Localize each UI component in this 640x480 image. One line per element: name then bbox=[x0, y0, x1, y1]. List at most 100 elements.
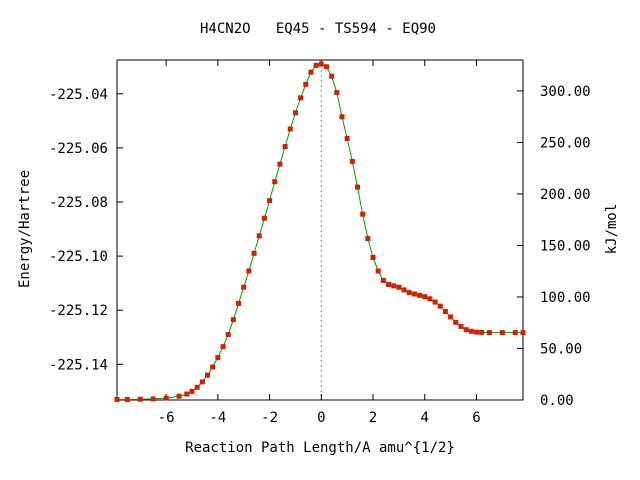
data-point bbox=[163, 395, 169, 401]
data-point bbox=[401, 287, 407, 293]
y2-tick-label: 100.00 bbox=[540, 290, 591, 306]
data-point bbox=[137, 396, 143, 402]
data-point bbox=[453, 319, 459, 325]
data-point bbox=[334, 89, 340, 95]
y2-tick-label: 200.00 bbox=[540, 187, 591, 203]
data-point bbox=[349, 158, 355, 164]
data-point bbox=[512, 330, 518, 336]
data-point bbox=[114, 396, 120, 402]
data-point bbox=[199, 379, 205, 385]
data-point bbox=[406, 290, 412, 296]
x-tick-label: 0 bbox=[317, 410, 325, 426]
data-point bbox=[473, 329, 479, 335]
data-point bbox=[396, 284, 402, 290]
data-point bbox=[282, 144, 288, 150]
y-tick-label: -225.12 bbox=[49, 303, 108, 319]
data-point bbox=[386, 282, 392, 287]
y-tick-label: -225.14 bbox=[49, 357, 108, 373]
data-point bbox=[277, 161, 283, 167]
energy-profile-points bbox=[114, 61, 526, 402]
x-axis-ticks: -6 -4 -2 0 2 4 6 bbox=[158, 60, 481, 426]
data-point bbox=[329, 73, 335, 79]
data-point bbox=[370, 254, 376, 260]
data-point bbox=[256, 233, 262, 239]
data-point bbox=[380, 277, 386, 283]
y-tick-label: -225.04 bbox=[49, 87, 108, 103]
data-point bbox=[251, 250, 257, 256]
y2-tick-label: 150.00 bbox=[540, 238, 591, 254]
data-point bbox=[448, 314, 454, 320]
x-tick-label: -2 bbox=[261, 410, 278, 426]
data-point bbox=[261, 215, 267, 221]
data-point bbox=[246, 268, 252, 274]
x-axis-label: Reaction Path Length/A amu^{1/2} bbox=[185, 440, 455, 456]
data-point bbox=[298, 95, 304, 101]
data-point bbox=[292, 110, 298, 116]
data-point bbox=[308, 69, 314, 75]
data-point bbox=[313, 62, 319, 68]
y-axis-ticks: -225.14 -225.12 -225.10 -225.08 -225.06 -225.… bbox=[49, 87, 123, 373]
y2-tick-label: 250.00 bbox=[540, 135, 591, 151]
data-point bbox=[150, 396, 156, 402]
y2-tick-label: 300.00 bbox=[540, 84, 591, 100]
data-point bbox=[236, 300, 242, 306]
data-point bbox=[355, 184, 360, 190]
energy-profile-line bbox=[117, 63, 523, 400]
y-tick-label: -225.08 bbox=[49, 195, 108, 211]
data-point bbox=[339, 114, 345, 120]
chart-title: H4CN2O EQ45 - TS594 - EQ90 bbox=[200, 21, 436, 37]
data-point bbox=[215, 355, 221, 361]
data-point bbox=[184, 391, 190, 397]
y-tick-label: -225.10 bbox=[49, 249, 108, 265]
y2-axis-ticks: 0.00 50.00 100.00 150.00 200.00 250.00 300.00 bbox=[517, 84, 591, 409]
data-point bbox=[241, 284, 247, 290]
data-point bbox=[468, 328, 474, 334]
data-point bbox=[486, 330, 492, 336]
data-point bbox=[422, 294, 428, 300]
data-point bbox=[442, 309, 448, 315]
data-point bbox=[323, 64, 329, 70]
data-point bbox=[499, 330, 505, 336]
data-point bbox=[272, 179, 278, 185]
data-point bbox=[375, 268, 381, 274]
data-point bbox=[124, 396, 130, 402]
x-tick-label: 6 bbox=[472, 410, 480, 426]
data-point bbox=[230, 317, 236, 323]
y-axis-label: Energy/Hartree bbox=[17, 170, 33, 288]
x-tick-label: -4 bbox=[209, 410, 226, 426]
data-point bbox=[303, 81, 309, 87]
data-point bbox=[267, 198, 273, 204]
data-point bbox=[225, 332, 231, 338]
data-point bbox=[189, 388, 195, 394]
data-point bbox=[479, 329, 485, 335]
x-tick-label: 4 bbox=[421, 410, 429, 426]
data-point bbox=[463, 327, 469, 333]
data-point bbox=[344, 135, 350, 141]
data-point bbox=[176, 393, 182, 399]
y2-tick-label: 50.00 bbox=[540, 341, 582, 357]
data-point bbox=[437, 303, 443, 309]
data-point bbox=[205, 372, 211, 378]
data-point bbox=[318, 61, 324, 67]
y2-axis-label: kJ/mol bbox=[604, 204, 620, 255]
data-point bbox=[391, 283, 397, 289]
plot-frame bbox=[116, 59, 524, 401]
data-point bbox=[427, 296, 433, 302]
data-point bbox=[458, 323, 464, 329]
data-point bbox=[210, 364, 216, 370]
y2-tick-label: 0.00 bbox=[540, 393, 574, 409]
data-point bbox=[287, 126, 293, 132]
data-point bbox=[432, 299, 438, 305]
data-point bbox=[520, 330, 526, 336]
x-tick-label: -6 bbox=[158, 410, 175, 426]
data-point bbox=[360, 211, 366, 217]
x-tick-label: 2 bbox=[369, 410, 377, 426]
data-point bbox=[411, 291, 417, 297]
data-point bbox=[365, 236, 371, 242]
series-polyline bbox=[117, 63, 523, 400]
data-point bbox=[417, 292, 423, 298]
y-tick-label: -225.06 bbox=[49, 141, 108, 157]
data-point bbox=[220, 344, 226, 350]
data-point bbox=[194, 384, 200, 390]
